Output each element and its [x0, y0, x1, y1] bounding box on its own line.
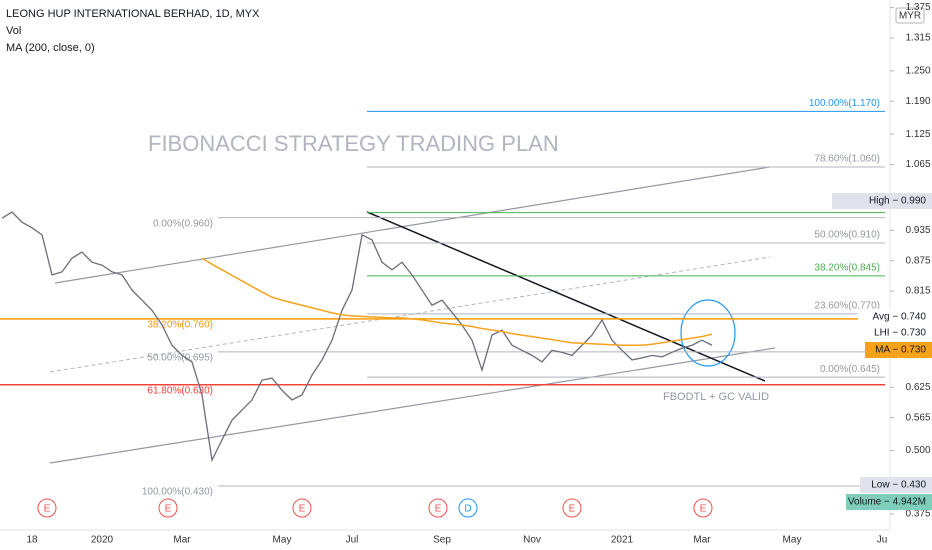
- fib-label: 78.60%(1.060): [814, 154, 880, 165]
- price-badge: [860, 477, 932, 493]
- y-tick-label: 1.250: [905, 66, 930, 77]
- x-tick-label: 2020: [91, 535, 114, 546]
- fib-label: 0.00%(0.645): [820, 364, 880, 375]
- fib-label: 0.00%(0.960): [153, 218, 213, 229]
- fib-label: 100.00%(1.170): [809, 98, 880, 109]
- y-tick-label: 1.315: [905, 33, 930, 44]
- event-label: E: [569, 504, 576, 515]
- event-marker[interactable]: [158, 498, 178, 518]
- x-tick-label: Nov: [523, 535, 541, 546]
- fib-label: 23.60%(0.770): [814, 300, 880, 311]
- price-badge: [862, 325, 932, 341]
- price-badge-label: Low − 0.430: [871, 480, 926, 491]
- event-label: E: [165, 504, 172, 515]
- y-tick-label: 1.375: [905, 2, 930, 13]
- event-marker[interactable]: [428, 498, 448, 518]
- price-badge: [846, 494, 932, 510]
- x-tick-label: 18: [26, 535, 38, 546]
- ma-line: [201, 257, 713, 346]
- fib-label: 38.20%(0.760): [147, 320, 213, 331]
- x-tick-label: Ju: [877, 535, 888, 546]
- x-tick-label: 2021: [611, 535, 634, 546]
- fib-label: 50.00%(0.695): [147, 352, 213, 363]
- y-tick-label: 0.500: [905, 445, 930, 456]
- highlight-circle: [680, 299, 736, 367]
- event-marker[interactable]: [458, 498, 478, 518]
- note: FBODTL + GC VALID: [663, 391, 769, 403]
- price-badge-label: Volume − 4.942M: [848, 497, 926, 508]
- y-tick-label: 0.875: [905, 255, 930, 266]
- event-label: D: [464, 504, 471, 515]
- y-tick-label: 0.375: [905, 508, 930, 519]
- currency-box[interactable]: [895, 7, 925, 24]
- event-label: E: [435, 504, 442, 515]
- event-label: E: [299, 504, 306, 515]
- event-marker[interactable]: [37, 498, 57, 518]
- trend-line: [366, 211, 766, 382]
- event-label: E: [44, 504, 51, 515]
- fib-label: 38.20%(0.845): [814, 263, 880, 274]
- event-label: E: [700, 504, 707, 515]
- watermark-title: FIBONACCI STRATEGY TRADING PLAN: [148, 131, 559, 156]
- price-badge-label: MA − 0.730: [875, 345, 926, 356]
- currency: MYR: [899, 11, 921, 22]
- price-badge: [832, 193, 932, 209]
- y-tick-label: 1.125: [905, 129, 930, 140]
- channel-upper: [54, 166, 771, 284]
- fib-label: 100.00%(0.430): [142, 487, 213, 498]
- y-tick-label: 0.565: [905, 412, 930, 423]
- fib-label: 61.80%(0.630): [147, 385, 213, 396]
- event-marker[interactable]: [693, 498, 713, 518]
- y-tick-label: 1.065: [905, 159, 930, 170]
- x-tick-label: May: [783, 535, 802, 546]
- y-tick-label: 0.935: [905, 225, 930, 236]
- channel-lower: [49, 347, 776, 464]
- x-tick-label: Mar: [693, 535, 711, 546]
- x-tick-label: Sep: [433, 535, 451, 546]
- price-badge-label: Avg − 0.740: [873, 312, 927, 323]
- event-marker[interactable]: [562, 498, 582, 518]
- price-line: [1, 211, 713, 463]
- price-badge: [865, 342, 932, 358]
- fib-label: 50.00%(0.910): [814, 230, 880, 241]
- y-tick-label: 0.625: [905, 382, 930, 393]
- event-marker[interactable]: [292, 498, 312, 518]
- x-tick-label: Jul: [346, 535, 359, 546]
- indicator-vol: Vol: [6, 25, 21, 37]
- price-badge-label: High − 0.990: [869, 196, 926, 207]
- y-tick-label: 1.190: [905, 96, 930, 107]
- symbol-title: LEONG HUP INTERNATIONAL BERHAD, 1D, MYX: [6, 8, 260, 20]
- y-tick-label: 0.815: [905, 286, 930, 297]
- price-badge-label: LHI − 0.730: [874, 328, 926, 339]
- price-badge: [858, 309, 932, 325]
- x-tick-label: Mar: [173, 535, 191, 546]
- channel-mid: [49, 256, 771, 373]
- indicator-ma: MA (200, close, 0): [6, 42, 95, 54]
- x-tick-label: May: [273, 535, 292, 546]
